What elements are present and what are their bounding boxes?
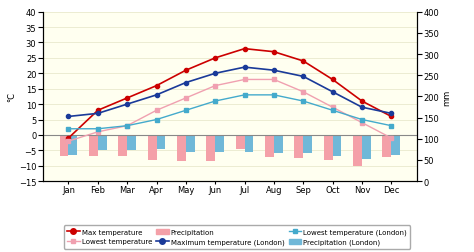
Bar [156, 135, 165, 149]
Bar [68, 135, 77, 156]
Bar [265, 135, 274, 158]
Bar [294, 135, 303, 159]
Y-axis label: °C: °C [7, 92, 16, 102]
Bar [206, 135, 215, 161]
Bar [383, 135, 392, 158]
Bar [353, 135, 362, 167]
Bar [148, 135, 156, 160]
Bar [98, 135, 107, 150]
Bar [324, 135, 333, 161]
Legend: Max temperature, Lowest temperature, Precipitation, Maximum temperature (London): Max temperature, Lowest temperature, Pre… [64, 225, 410, 248]
Bar [89, 135, 98, 156]
Bar [333, 135, 341, 156]
Bar [177, 135, 186, 161]
Bar [245, 135, 254, 152]
Bar [127, 135, 136, 150]
Bar [118, 135, 127, 156]
Bar [215, 135, 224, 152]
Bar [186, 135, 195, 152]
Bar [303, 135, 312, 153]
Y-axis label: mm: mm [442, 89, 451, 105]
Bar [362, 135, 371, 159]
Bar [236, 135, 245, 149]
Bar [274, 135, 283, 153]
Bar [60, 135, 68, 157]
Bar [392, 135, 400, 156]
